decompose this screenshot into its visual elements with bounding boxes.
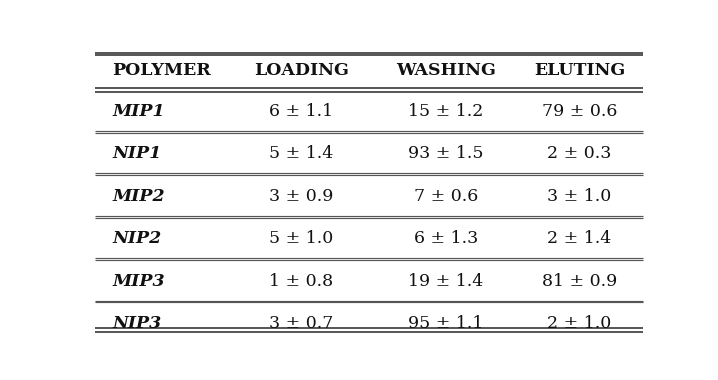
Text: 19 ± 1.4: 19 ± 1.4 [409, 272, 483, 290]
Text: 2 ± 1.0: 2 ± 1.0 [547, 315, 612, 332]
Text: 1 ± 0.8: 1 ± 0.8 [269, 272, 333, 290]
Text: 6 ± 1.1: 6 ± 1.1 [269, 103, 333, 120]
Text: 7 ± 0.6: 7 ± 0.6 [414, 188, 478, 205]
Text: 2 ± 1.4: 2 ± 1.4 [547, 230, 612, 247]
Text: NIP3: NIP3 [112, 315, 162, 332]
Text: POLYMER: POLYMER [112, 62, 211, 79]
Text: MIP1: MIP1 [112, 103, 164, 120]
Text: MIP3: MIP3 [112, 272, 164, 290]
Text: WASHING: WASHING [396, 62, 496, 79]
Text: NIP1: NIP1 [112, 146, 162, 162]
Text: 95 ± 1.1: 95 ± 1.1 [409, 315, 483, 332]
Text: 3 ± 0.9: 3 ± 0.9 [269, 188, 333, 205]
Text: ELUTING: ELUTING [533, 62, 625, 79]
Text: 15 ± 1.2: 15 ± 1.2 [409, 103, 483, 120]
Text: 5 ± 1.0: 5 ± 1.0 [269, 230, 333, 247]
Text: LOADING: LOADING [253, 62, 349, 79]
Text: 93 ± 1.5: 93 ± 1.5 [408, 146, 484, 162]
Text: 3 ± 1.0: 3 ± 1.0 [547, 188, 612, 205]
Text: NIP2: NIP2 [112, 230, 162, 247]
Text: 6 ± 1.3: 6 ± 1.3 [414, 230, 478, 247]
Text: MIP2: MIP2 [112, 188, 164, 205]
Text: 3 ± 0.7: 3 ± 0.7 [269, 315, 333, 332]
Text: 5 ± 1.4: 5 ± 1.4 [269, 146, 333, 162]
Text: 81 ± 0.9: 81 ± 0.9 [542, 272, 617, 290]
Text: 79 ± 0.6: 79 ± 0.6 [542, 103, 617, 120]
Text: 2 ± 0.3: 2 ± 0.3 [547, 146, 612, 162]
